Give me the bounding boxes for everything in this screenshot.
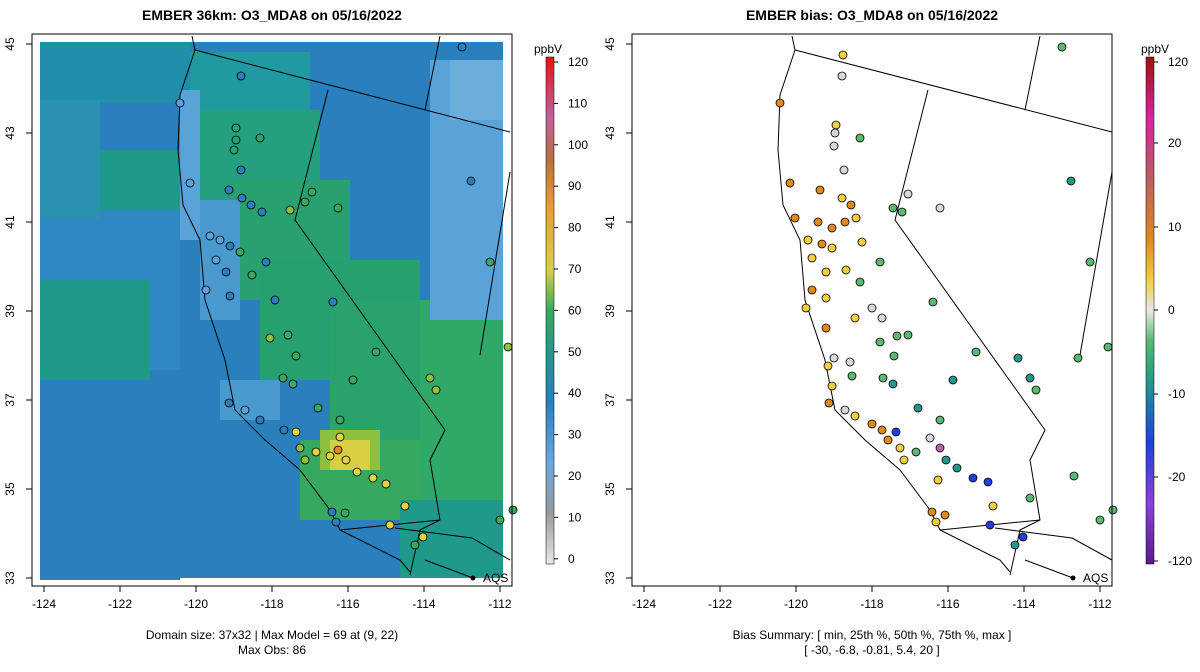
y-tick-label: 45: [3, 37, 17, 51]
right-title: EMBER bias: O3_MDA8 on 05/16/2022: [746, 7, 998, 23]
y-tick-label: 43: [3, 126, 17, 140]
x-tick-label: -120: [784, 597, 808, 611]
left-title: EMBER 36km: O3_MDA8 on 05/16/2022: [142, 7, 402, 23]
y-tick-label: 41: [3, 215, 17, 229]
colorbar-tick-label: 110: [568, 96, 587, 110]
colorbar-tick-label: 20: [568, 469, 582, 483]
right-colorbar-unit: ppbV: [1141, 42, 1169, 56]
x-tick-label: -122: [108, 597, 132, 611]
colorbar-tick-label: -20: [1168, 470, 1186, 484]
left-footer-line1: Domain size: 37x32 | Max Model = 69 at (…: [146, 628, 398, 642]
colorbar-tick-label: -120: [1168, 554, 1192, 568]
colorbar-tick-label: 10: [568, 510, 582, 524]
right-obs-points: [775, 42, 1118, 550]
colorbar-tick-label: -10: [1168, 387, 1186, 401]
x-tick-label: -112: [488, 597, 511, 611]
y-tick-label: 37: [603, 393, 617, 407]
x-tick-label: -112: [1088, 597, 1111, 611]
x-tick-label: -118: [260, 597, 283, 611]
right-footer-line2: [ -30, -6.8, -0.81, 5.4, 20 ]: [804, 643, 939, 657]
x-tick-label: -124: [32, 597, 56, 611]
colorbar-tick-label: 80: [568, 221, 582, 235]
y-tick-label: 33: [603, 571, 617, 585]
left-obs-points: [175, 42, 518, 550]
right-x-ticks: -124 -122 -120 -118 -116 -114 -112: [632, 586, 1112, 611]
right-y-ticks: 33 35 37 39 41 43 45: [603, 37, 632, 585]
left-panel: EMBER 36km: O3_MDA8 on 05/16/2022: [3, 7, 588, 657]
colorbar-tick-label: 0: [1168, 303, 1175, 317]
left-colorbar-unit: ppbV: [534, 42, 562, 56]
right-colorbar: ppbV 120 20 10 0 -10 -20 -120: [1141, 42, 1192, 568]
colorbar-tick-label: 90: [568, 179, 582, 193]
y-tick-label: 33: [3, 571, 17, 585]
colorbar-tick-label: 70: [568, 262, 582, 276]
x-tick-label: -116: [336, 597, 359, 611]
y-tick-label: 43: [603, 126, 617, 140]
x-tick-label: -118: [860, 597, 883, 611]
x-tick-label: -114: [412, 597, 435, 611]
left-aqs-label: AQS: [483, 571, 508, 585]
colorbar-tick-label: 120: [568, 55, 588, 69]
right-footer-line1: Bias Summary: [ min, 25th %, 50th %, 75t…: [733, 628, 1012, 642]
model-grid: [40, 42, 503, 580]
y-tick-label: 35: [3, 482, 17, 496]
y-tick-label: 37: [3, 393, 17, 407]
left-x-ticks: -124 -122 -120 -118 -116 -114 -112: [32, 586, 512, 611]
right-panel: EMBER bias: O3_MDA8 on 05/16/2022: [603, 7, 1192, 657]
x-tick-label: -114: [1012, 597, 1035, 611]
colorbar-tick-label: 50: [568, 345, 582, 359]
y-tick-label: 45: [603, 37, 617, 51]
left-y-ticks: 33 35 37 39 41 43 45: [3, 37, 32, 585]
x-tick-label: -120: [184, 597, 208, 611]
colorbar-tick-label: 0: [568, 552, 575, 566]
right-colorbar-ticks: 120 20 10 0 -10 -20 -120: [1154, 55, 1192, 568]
colorbar-tick-label: 60: [568, 303, 582, 317]
y-tick-label: 39: [3, 304, 17, 318]
right-aqs-label: AQS: [1083, 571, 1108, 585]
y-tick-label: 39: [603, 304, 617, 318]
y-tick-label: 41: [603, 215, 617, 229]
colorbar-tick-label: 10: [1168, 220, 1182, 234]
x-tick-label: -124: [632, 597, 656, 611]
colorbar-tick-label: 30: [568, 428, 582, 442]
aqs-legend-line-right: [1024, 559, 1074, 579]
left-footer-line2: Max Obs: 86: [238, 643, 306, 657]
y-tick-label: 35: [603, 482, 617, 496]
colorbar-tick-label: 120: [1168, 55, 1188, 69]
x-tick-label: -122: [708, 597, 732, 611]
colorbar-tick-label: 20: [1168, 136, 1182, 150]
right-boundaries: [777, 35, 1113, 576]
colorbar-tick-label: 100: [568, 138, 588, 152]
x-tick-label: -116: [936, 597, 959, 611]
colorbar-tick-label: 40: [568, 386, 582, 400]
aqs-legend-line: [424, 559, 474, 579]
